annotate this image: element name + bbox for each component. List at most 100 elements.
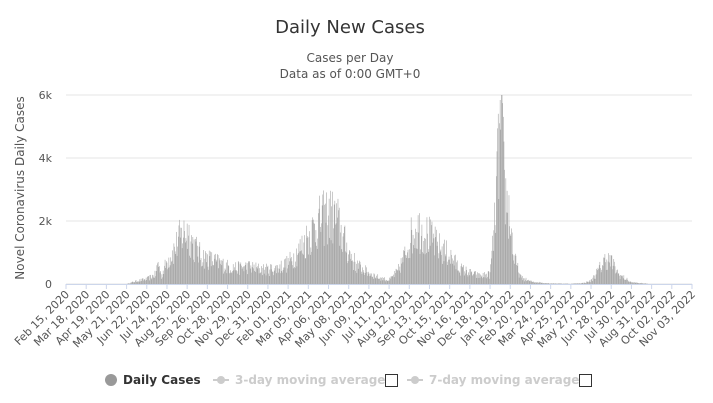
daily-cases-bar <box>500 129 502 284</box>
daily-cases-bar <box>241 268 243 284</box>
daily-cases-bar <box>169 267 170 284</box>
daily-cases-bar <box>183 220 185 284</box>
daily-cases-bar <box>405 254 406 284</box>
daily-cases-bar <box>208 269 209 284</box>
daily-cases-bar <box>422 253 424 284</box>
daily-cases-bar <box>287 258 289 284</box>
daily-cases-bar <box>602 265 604 284</box>
daily-cases-bar <box>621 275 623 284</box>
daily-cases-bar <box>304 235 305 284</box>
daily-cases-bar <box>412 234 414 284</box>
legend-item-daily-cases[interactable]: Daily Cases <box>105 370 201 390</box>
daily-cases-bar <box>448 256 450 284</box>
daily-cases-bar <box>258 263 259 284</box>
daily-cases-bar <box>176 255 178 284</box>
daily-cases-bar <box>415 248 417 284</box>
daily-cases-bar <box>467 274 468 284</box>
daily-cases-bar <box>196 236 197 284</box>
daily-cases-bar <box>375 278 377 284</box>
daily-cases-bar <box>297 254 298 284</box>
daily-cases-bar <box>451 258 453 284</box>
daily-cases-bar <box>334 200 336 284</box>
daily-cases-bar <box>595 274 597 284</box>
daily-cases-bar <box>371 273 372 284</box>
daily-cases-bar <box>612 269 613 284</box>
legend-marker-line-icon <box>407 376 423 384</box>
daily-cases-bar <box>136 281 138 284</box>
daily-cases-bar <box>489 272 491 284</box>
daily-cases-bar <box>532 281 534 284</box>
daily-cases-bar <box>602 265 603 284</box>
daily-cases-bar <box>398 270 400 284</box>
daily-cases-bar <box>265 275 267 284</box>
daily-cases-bar <box>456 260 458 284</box>
daily-cases-bar <box>273 270 275 284</box>
daily-cases-bar <box>620 275 621 284</box>
daily-cases-bar <box>160 271 161 284</box>
daily-cases-bar <box>215 261 217 284</box>
daily-cases-bar <box>142 278 143 284</box>
daily-cases-bar <box>493 230 495 284</box>
daily-cases-bar <box>330 190 331 284</box>
daily-cases-bar <box>324 204 326 284</box>
daily-cases-bar <box>514 263 515 284</box>
daily-cases-bar <box>152 274 153 284</box>
toggle-7-day-average-checkbox[interactable] <box>579 374 592 387</box>
daily-cases-bar <box>436 229 437 284</box>
daily-cases-bar <box>249 261 250 284</box>
daily-cases-bar <box>146 279 148 284</box>
daily-cases-bar <box>248 262 250 284</box>
daily-cases-bar <box>431 221 433 284</box>
daily-cases-bar <box>468 272 469 284</box>
daily-cases-bar <box>317 238 319 284</box>
daily-cases-bar <box>267 265 269 284</box>
daily-cases-bar <box>520 274 521 284</box>
daily-cases-bar <box>485 273 487 284</box>
daily-cases-bar <box>244 266 245 284</box>
daily-cases-bar <box>435 237 437 284</box>
y-tick-label: 4k <box>39 152 53 165</box>
daily-cases-bar <box>417 248 418 284</box>
daily-cases-bar <box>155 276 156 284</box>
legend-label-3-day-average: 3-day moving average <box>235 373 386 387</box>
daily-cases-bar <box>373 278 374 284</box>
daily-cases-bar <box>412 253 413 284</box>
daily-cases-bar <box>217 254 218 284</box>
daily-cases-bar <box>215 253 216 284</box>
daily-cases-bar <box>245 262 247 284</box>
daily-cases-bar <box>185 238 187 284</box>
daily-cases-bar <box>390 276 392 284</box>
daily-cases-bar <box>234 270 236 284</box>
daily-cases-bar <box>550 283 552 284</box>
daily-cases-bar <box>260 272 262 284</box>
daily-cases-bar <box>266 266 268 284</box>
daily-cases-bar <box>217 255 219 284</box>
daily-cases-bar <box>506 190 508 284</box>
daily-cases-bar <box>339 245 341 284</box>
daily-cases-bar <box>492 235 493 284</box>
daily-cases-bar <box>636 282 638 284</box>
daily-cases-bar <box>496 151 498 284</box>
daily-cases-bar <box>414 238 415 284</box>
daily-cases-bar <box>240 262 242 284</box>
daily-cases-bar <box>392 276 394 284</box>
daily-cases-bar <box>535 282 537 284</box>
daily-cases-bar <box>593 275 594 284</box>
daily-cases-bar <box>441 255 442 284</box>
daily-cases-bar <box>330 240 332 284</box>
daily-cases-bar <box>631 282 633 284</box>
legend-item-3-day-average[interactable]: 3-day moving average <box>213 370 385 390</box>
daily-cases-bar <box>369 273 371 284</box>
daily-cases-bar <box>487 271 489 284</box>
daily-cases-bar <box>366 272 368 284</box>
daily-cases-bar <box>525 277 527 284</box>
legend-item-7-day-average[interactable]: 7-day moving average <box>407 370 579 390</box>
daily-cases-bar <box>536 282 538 284</box>
daily-cases-bar <box>543 283 544 284</box>
daily-cases-bar <box>311 251 312 284</box>
daily-cases-bar <box>148 276 149 284</box>
toggle-3-day-average-checkbox[interactable] <box>385 374 398 387</box>
daily-cases-bar <box>631 282 632 284</box>
daily-cases-bar <box>598 269 599 284</box>
daily-cases-bar <box>308 237 310 284</box>
